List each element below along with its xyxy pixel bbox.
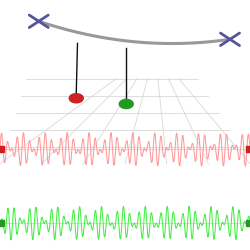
Circle shape	[69, 94, 83, 103]
Circle shape	[119, 100, 133, 108]
